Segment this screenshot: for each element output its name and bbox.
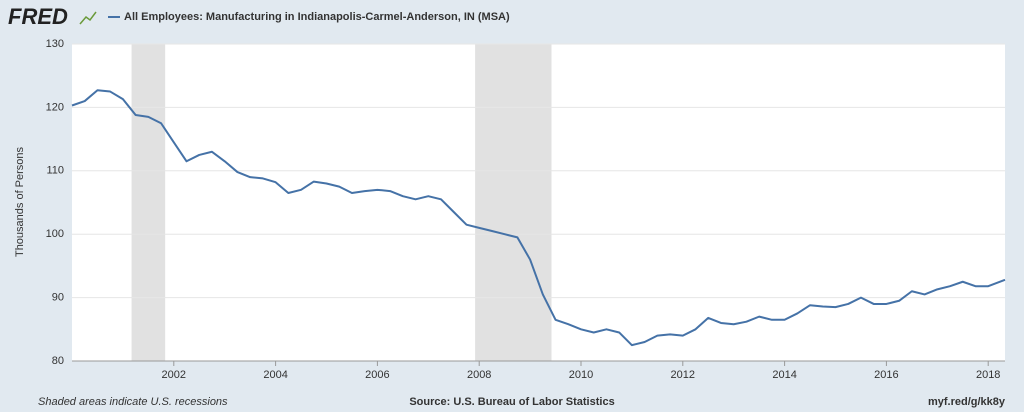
legend-label: All Employees: Manufacturing in Indianap… — [124, 11, 510, 23]
y-tick-label: 100 — [46, 228, 64, 240]
y-tick-label: 80 — [52, 355, 64, 367]
x-tick-label: 2010 — [569, 369, 593, 381]
recession-band — [475, 44, 552, 361]
x-tick-label: 2016 — [874, 369, 898, 381]
x-tick-label: 2004 — [263, 369, 287, 381]
recession-band — [131, 44, 166, 361]
x-tick-label: 2002 — [162, 369, 186, 381]
y-tick-label: 120 — [46, 101, 64, 113]
x-tick-label: 2012 — [671, 369, 695, 381]
note: Shaded areas indicate U.S. recessions — [38, 396, 228, 408]
y-tick-label: 130 — [46, 38, 64, 50]
link[interactable]: myf.red/g/kk8y — [928, 396, 1006, 408]
x-tick-label: 2018 — [976, 369, 1000, 381]
x-tick-label: 2014 — [772, 369, 796, 381]
logo: FRED — [8, 4, 68, 29]
y-tick-label: 90 — [52, 292, 64, 304]
line-series — [71, 89, 1006, 347]
source: Source: U.S. Bureau of Labor Statistics — [409, 396, 614, 408]
logo-icon — [79, 11, 97, 25]
x-tick-label: 2008 — [467, 369, 491, 381]
y-tick-label: 110 — [46, 165, 64, 177]
y-axis-label: Thousands of Persons — [14, 146, 26, 257]
x-tick-label: 2006 — [365, 369, 389, 381]
